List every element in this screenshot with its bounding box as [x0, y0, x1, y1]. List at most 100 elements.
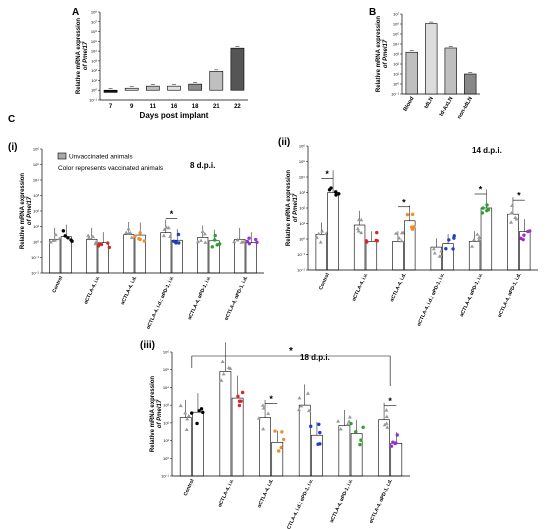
ciii-point-unvaccinated	[305, 391, 310, 395]
chart-c-ii: 10⁻² 10⁻¹ 10⁰ 10¹ 10² 10³ 10⁴ 10⁵ 10⁶ Relative mR…	[286, 144, 538, 327]
a-x-tick-label: 9	[130, 104, 134, 110]
ciii-point-vaccinated	[393, 441, 397, 446]
ci-point-unvaccinated	[239, 240, 244, 244]
a-y-tick-label: 10⁰	[91, 88, 97, 93]
ciii-point-vaccinated	[279, 445, 283, 450]
ci-point-unvaccinated	[235, 237, 240, 242]
subpanel-ii-label: (ii)	[278, 137, 290, 148]
b-bar	[425, 23, 438, 95]
ciii-point-vaccinated	[240, 390, 245, 395]
cii-point-unvaccinated	[314, 235, 319, 239]
cii-point-vaccinated	[375, 230, 379, 235]
cii-point-vaccinated	[365, 240, 369, 244]
ci-point-unvaccinated	[86, 235, 91, 240]
ci-point-vaccinated	[63, 234, 67, 238]
dpi-label-iii: 18 d.p.i.	[300, 353, 330, 362]
cii-point-unvaccinated	[439, 249, 444, 253]
cii-significance-star: *	[402, 197, 406, 207]
cii-point-unvaccinated	[475, 232, 480, 236]
a-x-tick-label: 21	[213, 104, 220, 110]
ci-point-vaccinated	[142, 239, 147, 243]
ci-bar	[245, 242, 257, 274]
legend-unvaccinated-text: Unvaccinated animals	[69, 154, 133, 161]
cii-bar	[442, 243, 454, 271]
ci-point-vaccinated	[61, 229, 66, 233]
b-x-tick-label: Blood	[402, 96, 415, 113]
ciii-point-unvaccinated	[184, 427, 189, 432]
a-y-tick-label: 10⁸	[91, 10, 97, 15]
cii-point-vaccinated	[481, 206, 485, 210]
ci-point-vaccinated	[66, 236, 70, 240]
subpanel-iii-label: (iii)	[140, 340, 155, 351]
b-bar	[464, 73, 477, 95]
ciii-point-unvaccinated	[186, 413, 191, 418]
ciii-bar	[259, 417, 271, 477]
ci-point-unvaccinated	[90, 234, 95, 239]
a-y-tick-label: 10⁷	[91, 19, 97, 24]
cii-point-vaccinated	[522, 233, 526, 237]
cii-point-vaccinated	[480, 211, 485, 215]
cii-y-tick-label: 10¹	[299, 221, 305, 226]
cii-point-vaccinated	[405, 212, 410, 217]
a-bar	[124, 87, 139, 91]
ci-point-vaccinated	[177, 241, 181, 245]
ci-point-unvaccinated	[203, 240, 208, 244]
ciii-x-tick-label: αCTLA-4, i.d.	[256, 478, 275, 509]
ciii-point-vaccinated	[354, 430, 358, 434]
ciii-significance-star: *	[289, 346, 293, 357]
cii-point-unvaccinated	[439, 254, 444, 258]
ciii-y-tick-label: 10³	[163, 403, 169, 408]
cii-x-tick-label: αCTLA-4, αPD-1, i.d.	[497, 272, 523, 319]
ci-point-unvaccinated	[48, 240, 53, 244]
ciii-point-unvaccinated	[384, 421, 389, 425]
ci-point-unvaccinated	[86, 233, 91, 237]
ci-significance-star: *	[170, 209, 174, 219]
ci-bar	[234, 238, 246, 274]
ciii-point-vaccinated	[195, 421, 199, 426]
cii-bar	[315, 234, 327, 271]
a-bar	[146, 85, 160, 91]
ciii-point-vaccinated	[273, 429, 277, 433]
b-x-tick-label: tdLN	[424, 96, 435, 110]
ci-point-unvaccinated	[129, 235, 134, 239]
ci-point-vaccinated	[247, 241, 252, 246]
ci-point-vaccinated	[255, 240, 259, 245]
a-x-axis-title: Days post implant	[140, 111, 209, 120]
ciii-point-vaccinated	[237, 403, 242, 408]
ciii-point-vaccinated	[349, 421, 353, 426]
ci-y-tick-label: 10⁻²	[31, 271, 40, 276]
ci-x-tick-label: αCTLA-4, αPD-1, i.v.	[187, 275, 213, 321]
a-bar	[188, 83, 202, 91]
ci-point-vaccinated	[99, 242, 104, 247]
ci-x-tick-label: αCTLA-4, i.v.	[83, 275, 101, 305]
ciii-y-tick-label: 10⁴	[163, 385, 169, 390]
cii-bar	[430, 246, 442, 271]
cii-point-unvaccinated	[399, 239, 404, 243]
b-y-tick-label: 10¹	[393, 72, 399, 77]
chart-c-iii: 10⁻¹ 10⁰ 10¹ 10² 10³ 10⁴ 10⁵ 10⁶ Relative mRNA e…	[150, 342, 410, 529]
b-bar	[444, 47, 457, 95]
ciii-point-unvaccinated	[183, 410, 188, 415]
cii-point-unvaccinated	[472, 237, 477, 242]
cii-point-unvaccinated	[432, 251, 437, 255]
b-y-tick-label: 10⁶	[393, 22, 399, 27]
panel-a-letter: A	[72, 7, 79, 18]
ci-point-vaccinated	[137, 237, 141, 241]
ci-point-vaccinated	[106, 241, 110, 245]
ci-point-unvaccinated	[53, 232, 58, 237]
ci-x-tick-label: αCTLA-4, αPD-1, i.d.	[224, 275, 250, 322]
cii-point-unvaccinated	[359, 217, 364, 222]
legend-color-note: Color represents vaccinated animals	[58, 165, 164, 172]
ciii-bar	[192, 411, 204, 477]
ciii-point-unvaccinated	[185, 416, 190, 421]
cii-bar	[392, 241, 404, 271]
ciii-point-vaccinated	[359, 438, 363, 442]
ciii-point-unvaccinated	[345, 422, 350, 426]
a-y-tick-label: 10²	[91, 68, 97, 73]
ci-point-unvaccinated	[166, 225, 171, 230]
cii-point-vaccinated	[485, 203, 489, 207]
ciii-point-vaccinated	[236, 394, 240, 399]
cii-point-unvaccinated	[431, 246, 436, 251]
ci-point-unvaccinated	[124, 230, 129, 234]
